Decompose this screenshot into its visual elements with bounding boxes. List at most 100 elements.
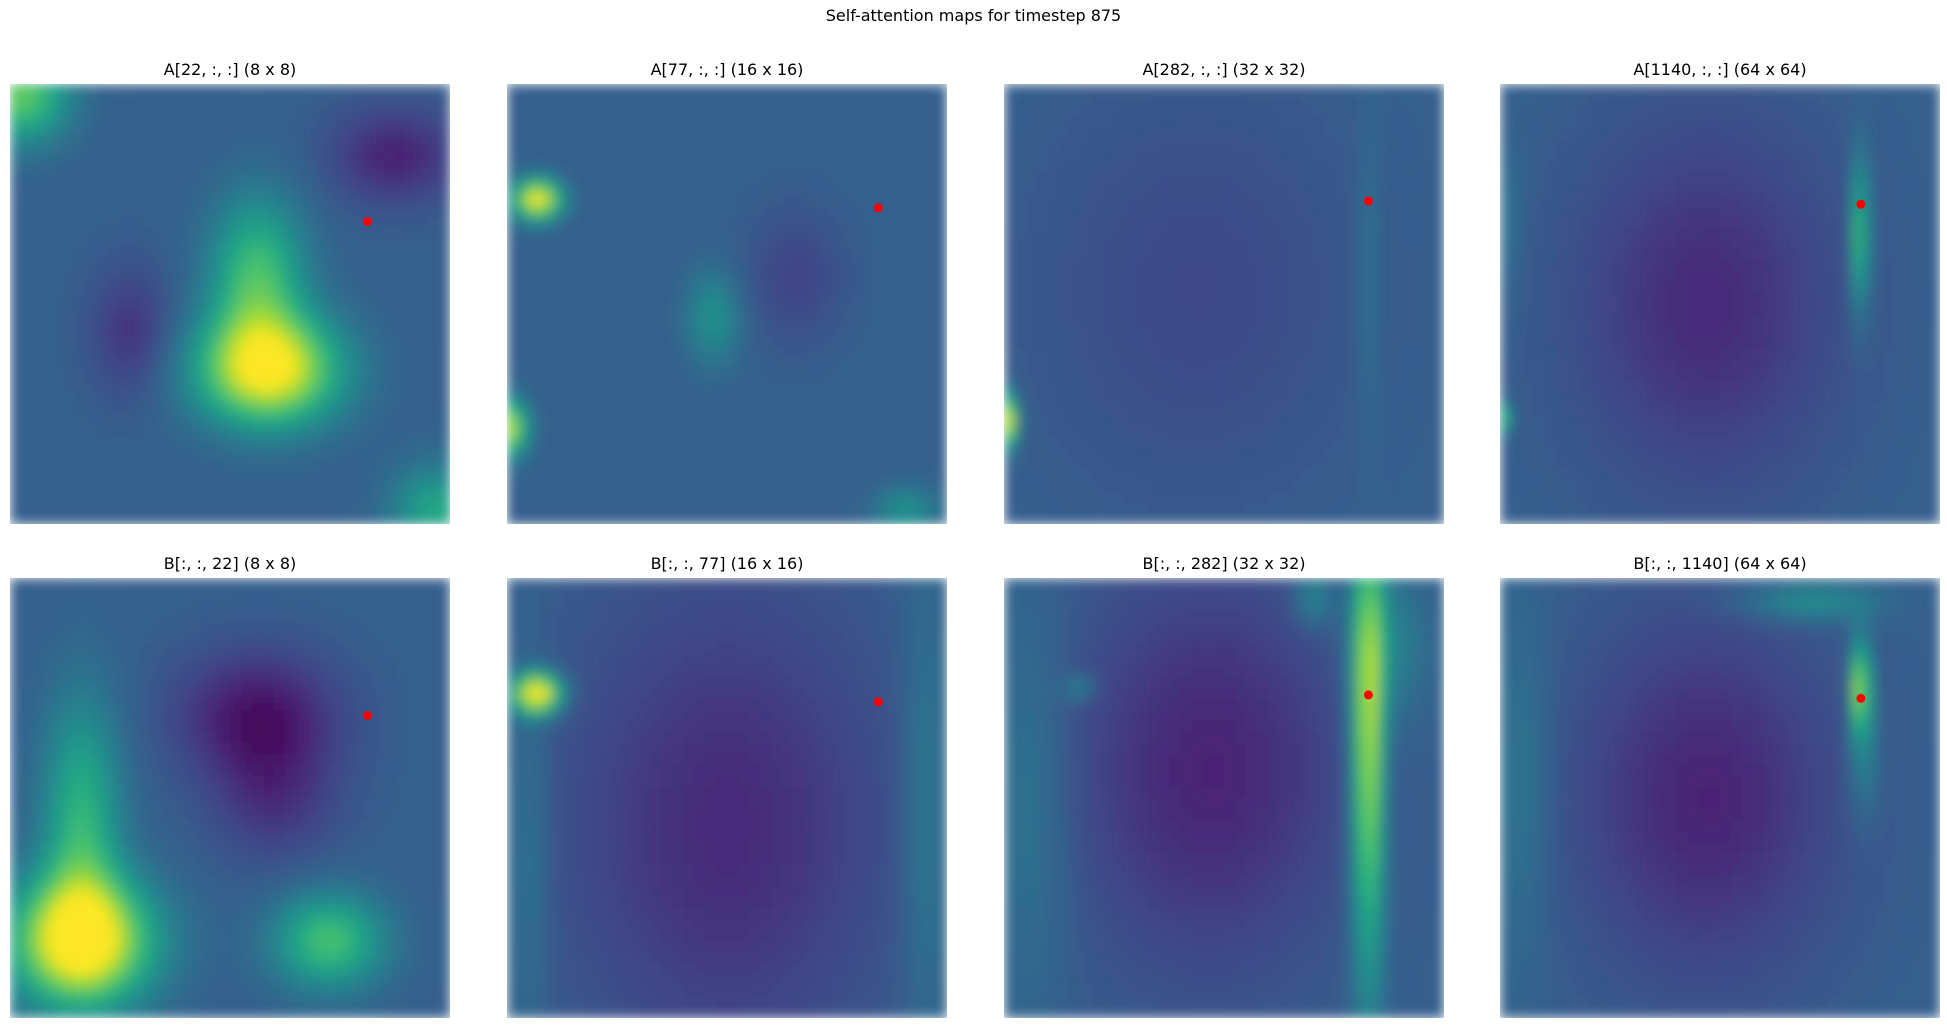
heatmap-cell — [1037, 150, 1049, 162]
heatmap-cell — [1048, 161, 1060, 173]
heatmap-cell — [274, 84, 286, 96]
heatmap-cell — [837, 414, 849, 426]
heatmap-cell — [406, 84, 418, 96]
heatmap-cell — [1367, 348, 1379, 360]
heatmap-cell — [507, 414, 519, 426]
heatmap-cell — [1356, 458, 1368, 470]
heatmap-cell — [562, 194, 574, 206]
heatmap-cell — [771, 183, 783, 195]
panel-title: A[22, :, :] (8 x 8) — [163, 60, 297, 79]
heatmap-cell — [164, 106, 176, 118]
heatmap-cell — [1654, 106, 1666, 118]
heatmap-cell — [1147, 469, 1159, 481]
heatmap-cell — [760, 348, 772, 360]
heatmap-cell — [1720, 106, 1732, 118]
heatmap-cell — [1400, 282, 1412, 294]
heatmap-cell — [1301, 260, 1313, 272]
heatmap-cell — [274, 128, 286, 140]
heatmap-cell — [760, 381, 772, 393]
heatmap-cell — [749, 117, 761, 129]
heatmap-cell — [1334, 205, 1346, 217]
heatmap-cell — [683, 238, 695, 250]
heatmap-cell — [76, 425, 88, 437]
heatmap-cell — [771, 150, 783, 162]
heatmap-cell — [848, 205, 860, 217]
heatmap-cell — [804, 216, 816, 228]
heatmap-cell — [439, 183, 450, 195]
heatmap-cell — [362, 84, 374, 96]
heatmap-cell — [175, 95, 187, 107]
heatmap-cell — [197, 337, 209, 349]
heatmap-cell — [1125, 326, 1137, 338]
heatmap-cell — [1356, 205, 1368, 217]
heatmap-cell — [1411, 227, 1423, 239]
heatmap-cell — [859, 392, 871, 404]
heatmap-cell — [804, 238, 816, 250]
heatmap-cell — [351, 326, 363, 338]
heatmap-cell — [837, 271, 849, 283]
heatmap-cell — [1290, 370, 1302, 382]
heatmap-cell — [1577, 117, 1589, 129]
heatmap-cell — [1323, 150, 1335, 162]
heatmap-cell — [738, 381, 750, 393]
heatmap-cell — [1345, 414, 1357, 426]
heatmap-cell — [1257, 458, 1269, 470]
heatmap-cell — [1709, 106, 1721, 118]
heatmap-cell — [164, 480, 176, 492]
heatmap-cell — [1015, 502, 1027, 514]
heatmap-cell — [87, 271, 99, 283]
heatmap-cell — [1312, 139, 1324, 151]
heatmap-cell — [1081, 84, 1093, 96]
heatmap-cell — [595, 172, 607, 184]
heatmap-cell — [771, 326, 783, 338]
heatmap-cell — [329, 315, 341, 327]
heatmap-cell — [76, 95, 88, 107]
heatmap-cell — [1059, 216, 1071, 228]
heatmap-cell — [1709, 95, 1721, 107]
heatmap-cell — [406, 425, 418, 437]
heatmap-cell — [417, 447, 429, 459]
heatmap-cell — [936, 238, 947, 250]
heatmap-cell — [1808, 106, 1820, 118]
heatmap-cell — [241, 84, 253, 96]
heatmap-cell — [749, 95, 761, 107]
heatmap-cell — [1092, 139, 1104, 151]
heatmap-cell — [1004, 271, 1016, 283]
heatmap-cell — [1279, 282, 1291, 294]
heatmap-cell — [1202, 161, 1214, 173]
heatmap-cell — [1037, 425, 1049, 437]
heatmap-cell — [760, 392, 772, 404]
heatmap-cell — [1378, 194, 1390, 206]
heatmap-cell — [694, 161, 706, 173]
heatmap-cell — [307, 469, 319, 481]
heatmap-cell — [186, 392, 198, 404]
heatmap-cell — [32, 271, 44, 283]
heatmap-cell — [230, 392, 242, 404]
heatmap-cell — [417, 271, 429, 283]
heatmap-cell — [1180, 513, 1192, 524]
heatmap-cell — [1411, 271, 1423, 283]
heatmap-cell — [1235, 227, 1247, 239]
heatmap-cell — [1059, 491, 1071, 503]
heatmap-cell — [1433, 106, 1444, 118]
heatmap-cell — [1786, 117, 1798, 129]
heatmap-cell — [428, 183, 440, 195]
heatmap-cell — [1400, 95, 1412, 107]
heatmap-cell — [208, 172, 220, 184]
heatmap-cell — [1180, 381, 1192, 393]
heatmap-cell — [749, 447, 761, 459]
heatmap-cell — [98, 469, 110, 481]
heatmap-cell — [32, 216, 44, 228]
heatmap-cell — [837, 172, 849, 184]
heatmap-cell — [881, 150, 893, 162]
heatmap-cell — [892, 414, 904, 426]
heatmap-cell — [1114, 491, 1126, 503]
heatmap-cell — [329, 205, 341, 217]
heatmap-cell — [705, 84, 717, 96]
heatmap-cell — [683, 95, 695, 107]
heatmap-cell — [738, 260, 750, 272]
heatmap-cell — [439, 392, 450, 404]
heatmap-cell — [54, 304, 66, 316]
heatmap-cell — [661, 260, 673, 272]
heatmap-cell — [1224, 326, 1236, 338]
